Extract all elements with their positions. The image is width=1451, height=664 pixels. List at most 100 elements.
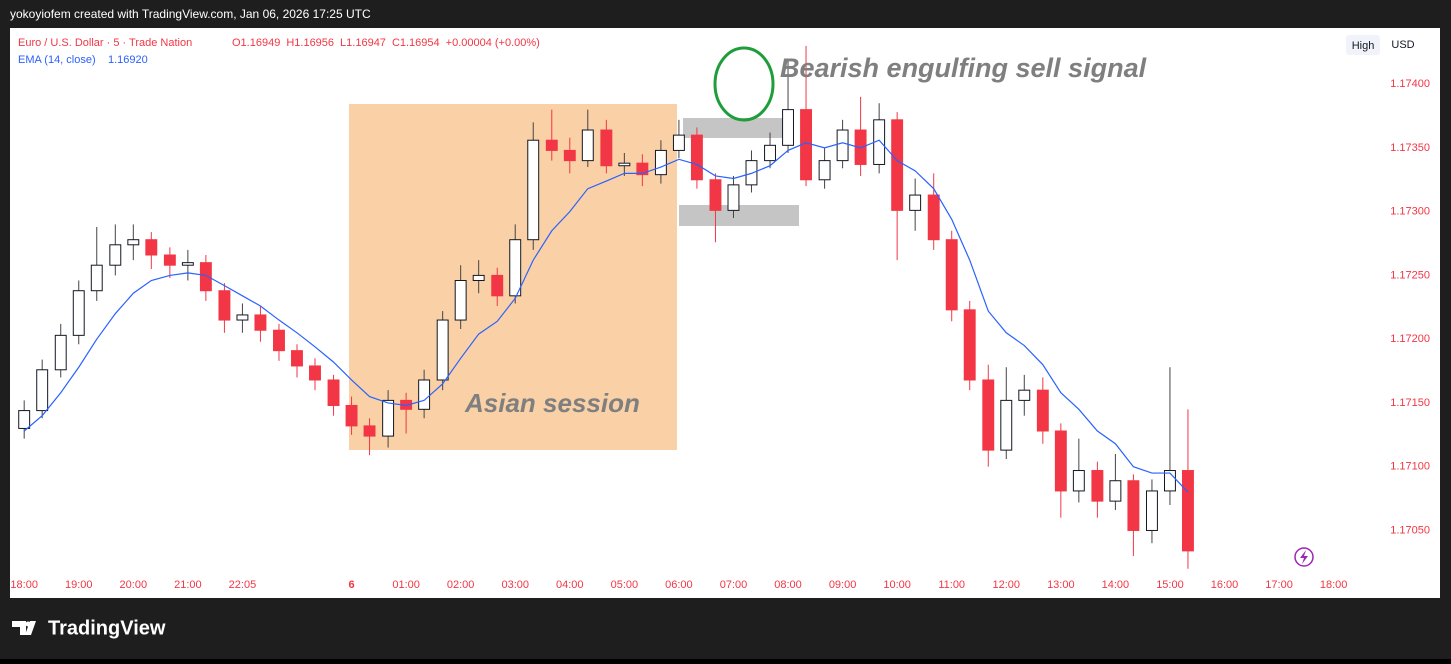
- x-tick-label: 09:00: [829, 579, 857, 591]
- candle-body: [672, 134, 685, 151]
- x-tick-label: 07:00: [720, 579, 748, 591]
- y-tick-label: 1.17100: [1390, 461, 1430, 473]
- candle-body: [1054, 430, 1067, 492]
- x-tick-label: 19:00: [65, 579, 93, 591]
- annotation: Asian session: [464, 388, 640, 418]
- candle-body: [727, 184, 740, 211]
- candle-body: [491, 274, 504, 297]
- candle-body: [345, 404, 358, 427]
- candle-body: [709, 179, 722, 211]
- candle-body: [1000, 399, 1013, 451]
- y-tick-label: 1.17300: [1390, 206, 1430, 218]
- candle-body: [163, 254, 176, 266]
- candle-body: [982, 379, 995, 451]
- candle-body: [545, 139, 558, 151]
- legend-ema-value: 1.16920: [108, 54, 148, 66]
- candle-body: [600, 129, 613, 167]
- x-tick-label: 01:00: [392, 579, 420, 591]
- legend-ema: EMA (14, close): [18, 54, 96, 66]
- footer-brand: TradingView: [48, 617, 166, 639]
- candle-body: [309, 365, 321, 381]
- candle-body: [1145, 490, 1158, 531]
- y-tick-label: 1.17050: [1390, 524, 1430, 536]
- x-tick-label: 21:00: [174, 579, 202, 591]
- x-tick-label: 03:00: [501, 579, 529, 591]
- candle-body: [127, 239, 140, 246]
- candle-body: [382, 399, 395, 437]
- candle-body: [145, 239, 158, 256]
- candle-body: [636, 162, 649, 176]
- candle-body: [327, 379, 340, 406]
- candle-body: [472, 274, 485, 282]
- candle-body: [181, 262, 194, 266]
- button-label[interactable]: USD: [1391, 39, 1414, 51]
- candle-body: [1091, 470, 1104, 502]
- candle-body: [418, 379, 431, 410]
- candle-body: [1072, 470, 1085, 492]
- candle-body: [690, 134, 703, 181]
- y-tick-label: 1.17400: [1390, 78, 1430, 90]
- x-tick-label: 14:00: [1102, 579, 1130, 591]
- legend-ohlc: O1.16949 H1.16956 L1.16947 C1.16954 +0.00004…: [232, 37, 540, 49]
- candle-body: [927, 194, 940, 241]
- candle-body: [654, 149, 667, 176]
- x-tick-label: 10:00: [883, 579, 911, 591]
- candle-body: [891, 119, 904, 211]
- signal-circle: [713, 46, 775, 122]
- candle-body: [199, 262, 212, 292]
- y-tick-label: 1.17350: [1390, 142, 1430, 154]
- header: yokoyiofem created with TradingView.com,…: [10, 7, 371, 21]
- y-tick-label: 1.17250: [1390, 269, 1430, 281]
- button-label[interactable]: High: [1352, 40, 1375, 52]
- ema-line: [23, 139, 1189, 493]
- candle-body: [1109, 480, 1122, 502]
- plot: [18, 45, 1194, 569]
- candle-body: [72, 290, 85, 336]
- button[interactable]: [1346, 35, 1380, 55]
- x-tick-label: 17:00: [1265, 579, 1293, 591]
- candle-body: [1036, 389, 1049, 432]
- x-tick-label: 04:00: [556, 579, 584, 591]
- legend-ohlc-value: O1.16949: [232, 37, 280, 49]
- candle-body: [436, 319, 449, 381]
- candle-body: [527, 139, 540, 241]
- annotation: Bearish engulfing sell signal: [780, 53, 1147, 83]
- legend-change: +0.00004 (+0.00%): [446, 37, 540, 49]
- zone: [679, 205, 799, 226]
- candle-body: [581, 129, 594, 162]
- y-tick-label: 1.17150: [1390, 397, 1430, 409]
- legend-ohlc-value: L1.16947: [340, 37, 386, 49]
- candle-body: [1182, 470, 1194, 552]
- candle-body: [109, 244, 122, 266]
- candle-body: [782, 109, 794, 146]
- candle-body: [36, 369, 49, 412]
- x-tick-label: 08:00: [774, 579, 802, 591]
- x-tick-label: 13:00: [1047, 579, 1075, 591]
- legend-ohlc-value: C1.16954: [392, 37, 440, 49]
- candle-body: [90, 264, 103, 292]
- candle-body: [291, 350, 303, 367]
- candle-body: [509, 239, 522, 297]
- candle-body: [945, 239, 958, 311]
- candle-body: [836, 129, 849, 162]
- legend-ohlc-value: H1.16956: [286, 37, 334, 49]
- x-tick-label: 06:00: [665, 579, 693, 591]
- candle-body: [236, 314, 249, 321]
- x-tick-label: 18:00: [1320, 579, 1348, 591]
- candle-body: [764, 144, 776, 162]
- candle-body: [618, 162, 631, 167]
- alert-icon[interactable]: [1294, 547, 1314, 567]
- candle-body: [1018, 389, 1031, 401]
- y-tick-label: 1.17200: [1390, 333, 1430, 345]
- x-tick-label: 02:00: [447, 579, 475, 591]
- candle-body: [818, 160, 831, 181]
- legend-symbol: Euro / U.S. Dollar · 5 · Trade Nation: [18, 37, 192, 49]
- candle-body: [218, 290, 231, 321]
- x-tick-label: 15:00: [1156, 579, 1184, 591]
- x-tick-label: 22:05: [229, 579, 257, 591]
- alert-icon-bolt: [1300, 550, 1308, 564]
- candle-body: [18, 410, 31, 429]
- candle-body: [563, 149, 576, 162]
